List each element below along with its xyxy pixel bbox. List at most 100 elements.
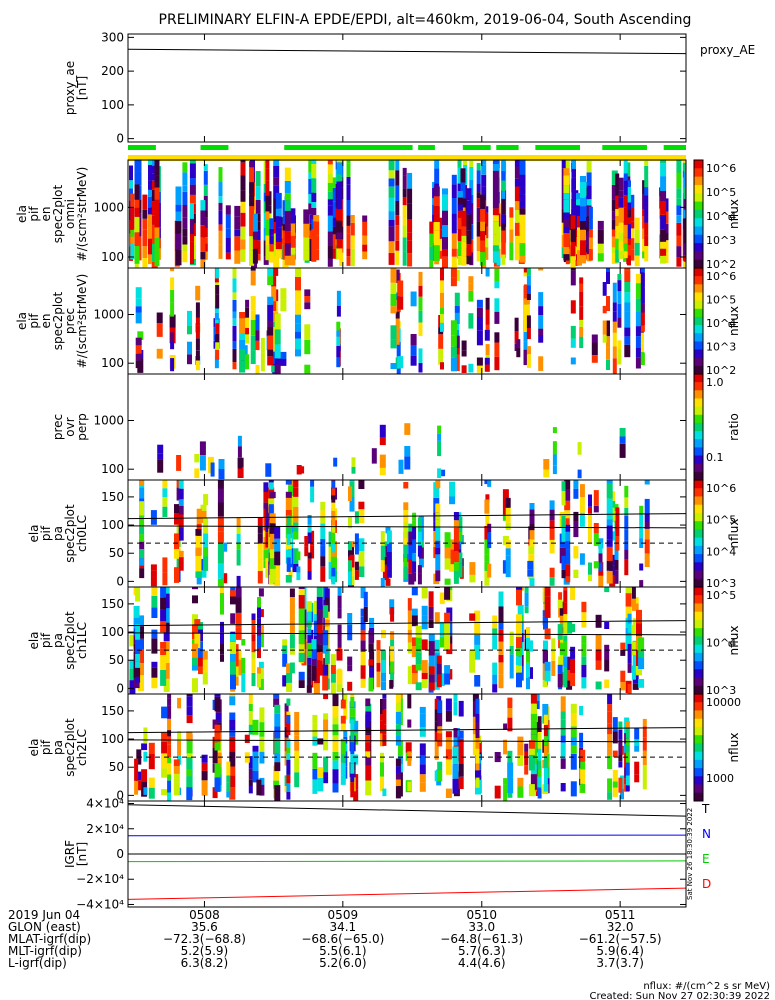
spectrogram-cell: [395, 318, 400, 333]
spectrogram-cell: [257, 667, 261, 674]
spectrogram-cell: [273, 765, 280, 781]
spectrogram-cell: [412, 526, 417, 540]
spectrogram-cell: [581, 656, 587, 665]
spectrogram-cell: [618, 754, 623, 762]
spectrogram-cell: [382, 698, 387, 710]
spectrogram-cell: [606, 525, 613, 540]
colorbar-swatch: [694, 382, 703, 391]
colorbar-swatch: [694, 316, 703, 326]
spectrogram-cell: [428, 674, 435, 683]
spectrogram-cell: [346, 176, 351, 185]
spectrogram-cell: [415, 652, 422, 665]
spectrogram-cell: [307, 524, 312, 533]
spectrogram-cell: [563, 219, 570, 227]
spectrogram-cell: [129, 180, 133, 189]
spectrogram-cell: [411, 664, 418, 674]
spectrogram-cell: [629, 194, 635, 208]
spectrogram-cell: [485, 297, 490, 310]
xaxis-col-value: −61.2(−57.5): [579, 932, 662, 946]
spectrogram-cell: [369, 617, 375, 628]
spectrogram-cell: [623, 207, 628, 216]
spectrogram-cell: [580, 255, 586, 264]
spectrogram-cell: [332, 248, 337, 259]
spectrogram-cell: [150, 160, 156, 166]
spectrogram-cell: [229, 712, 236, 720]
spectrogram-cell: [526, 677, 530, 690]
spectrogram-cell: [421, 615, 428, 630]
spectrogram-cell: [137, 331, 144, 340]
spectrogram-cell: [298, 587, 305, 589]
spectrogram-cell: [198, 666, 203, 675]
spectrogram-cell: [234, 250, 241, 264]
spectrogram-cell: [136, 771, 142, 781]
spectrogram-cell: [624, 344, 631, 358]
spectrogram-cell: [428, 682, 435, 691]
colorbar-label: nflux: [727, 626, 741, 656]
spectrogram-cell: [501, 214, 506, 224]
spectrogram-cell: [220, 593, 224, 608]
spectrogram-cell: [295, 302, 301, 315]
spectrogram-cell: [259, 736, 265, 752]
spectrogram-cell: [167, 705, 172, 719]
spectrogram-cell: [415, 625, 422, 638]
status-bar-yellow: [128, 155, 686, 161]
spectrogram-cell: [411, 615, 418, 627]
spectrogram-cell: [612, 717, 618, 732]
spectrogram-cell: [412, 539, 417, 553]
spectrogram-cell: [239, 360, 246, 373]
spectrogram-cell: [480, 231, 486, 241]
spectrogram-cell: [376, 671, 381, 688]
spectrogram-cell: [639, 525, 644, 538]
spectrogram-cell: [461, 241, 467, 257]
spectrogram-cell: [579, 705, 584, 716]
colorbar-swatch: [694, 268, 703, 277]
spectrogram-cell: [129, 634, 136, 647]
spectrogram-cell: [258, 588, 264, 597]
spectrogram-cell: [487, 480, 492, 487]
spectrogram-cell: [323, 756, 329, 773]
spectrogram-cell: [563, 212, 570, 220]
spectrogram-cell: [354, 561, 359, 571]
ylabel-prec-3: spec2plot: [51, 291, 65, 350]
spectrogram-cell: [563, 602, 568, 615]
spectrogram-cell: [542, 704, 549, 717]
spectrogram-cell: [195, 360, 200, 371]
spectrogram-cell: [182, 217, 188, 229]
spectrogram-cell: [274, 726, 281, 739]
spectrogram-cell: [574, 192, 581, 200]
spectrogram-cell: [519, 243, 526, 256]
spectrogram-cell: [237, 467, 244, 478]
spectrogram-cell: [404, 446, 411, 457]
spectrogram-cell: [623, 237, 628, 244]
spectrogram-cell: [523, 327, 528, 342]
spectrogram-cell: [170, 268, 175, 272]
spectrogram-cell: [217, 480, 224, 489]
spectrogram-cell: [485, 268, 490, 277]
spectrogram-cell: [581, 601, 587, 613]
spectrogram-cell: [271, 327, 277, 340]
spectrogram-cell: [388, 197, 395, 212]
spectrogram-cell: [295, 290, 301, 303]
spectrogram-cell: [474, 634, 481, 645]
spectrogram-cell: [494, 298, 500, 312]
spectrogram-cell: [627, 217, 631, 225]
spectrogram-cell: [234, 236, 241, 251]
spectrogram-cell: [273, 186, 280, 199]
spectrogram-cell: [627, 643, 632, 656]
spectrogram-cell: [240, 201, 246, 213]
spectrogram-cell: [248, 711, 253, 725]
spectrogram-cell: [623, 160, 628, 174]
spectrogram-cell: [612, 358, 617, 374]
spectrogram-cell: [225, 252, 231, 260]
spectrogram-cell: [451, 213, 457, 221]
spectrogram-cell: [526, 346, 531, 355]
spectrogram-cell: [347, 625, 353, 641]
colorbar-swatch: [694, 176, 703, 186]
spectrogram-cell: [250, 319, 256, 336]
spectrogram-cell: [474, 675, 481, 687]
spectrogram-cell: [498, 591, 504, 607]
spectrogram-cell: [458, 700, 464, 717]
spectrogram-cell: [526, 637, 530, 649]
spectrogram-cell: [436, 674, 442, 688]
spectrogram-cell: [580, 182, 586, 198]
